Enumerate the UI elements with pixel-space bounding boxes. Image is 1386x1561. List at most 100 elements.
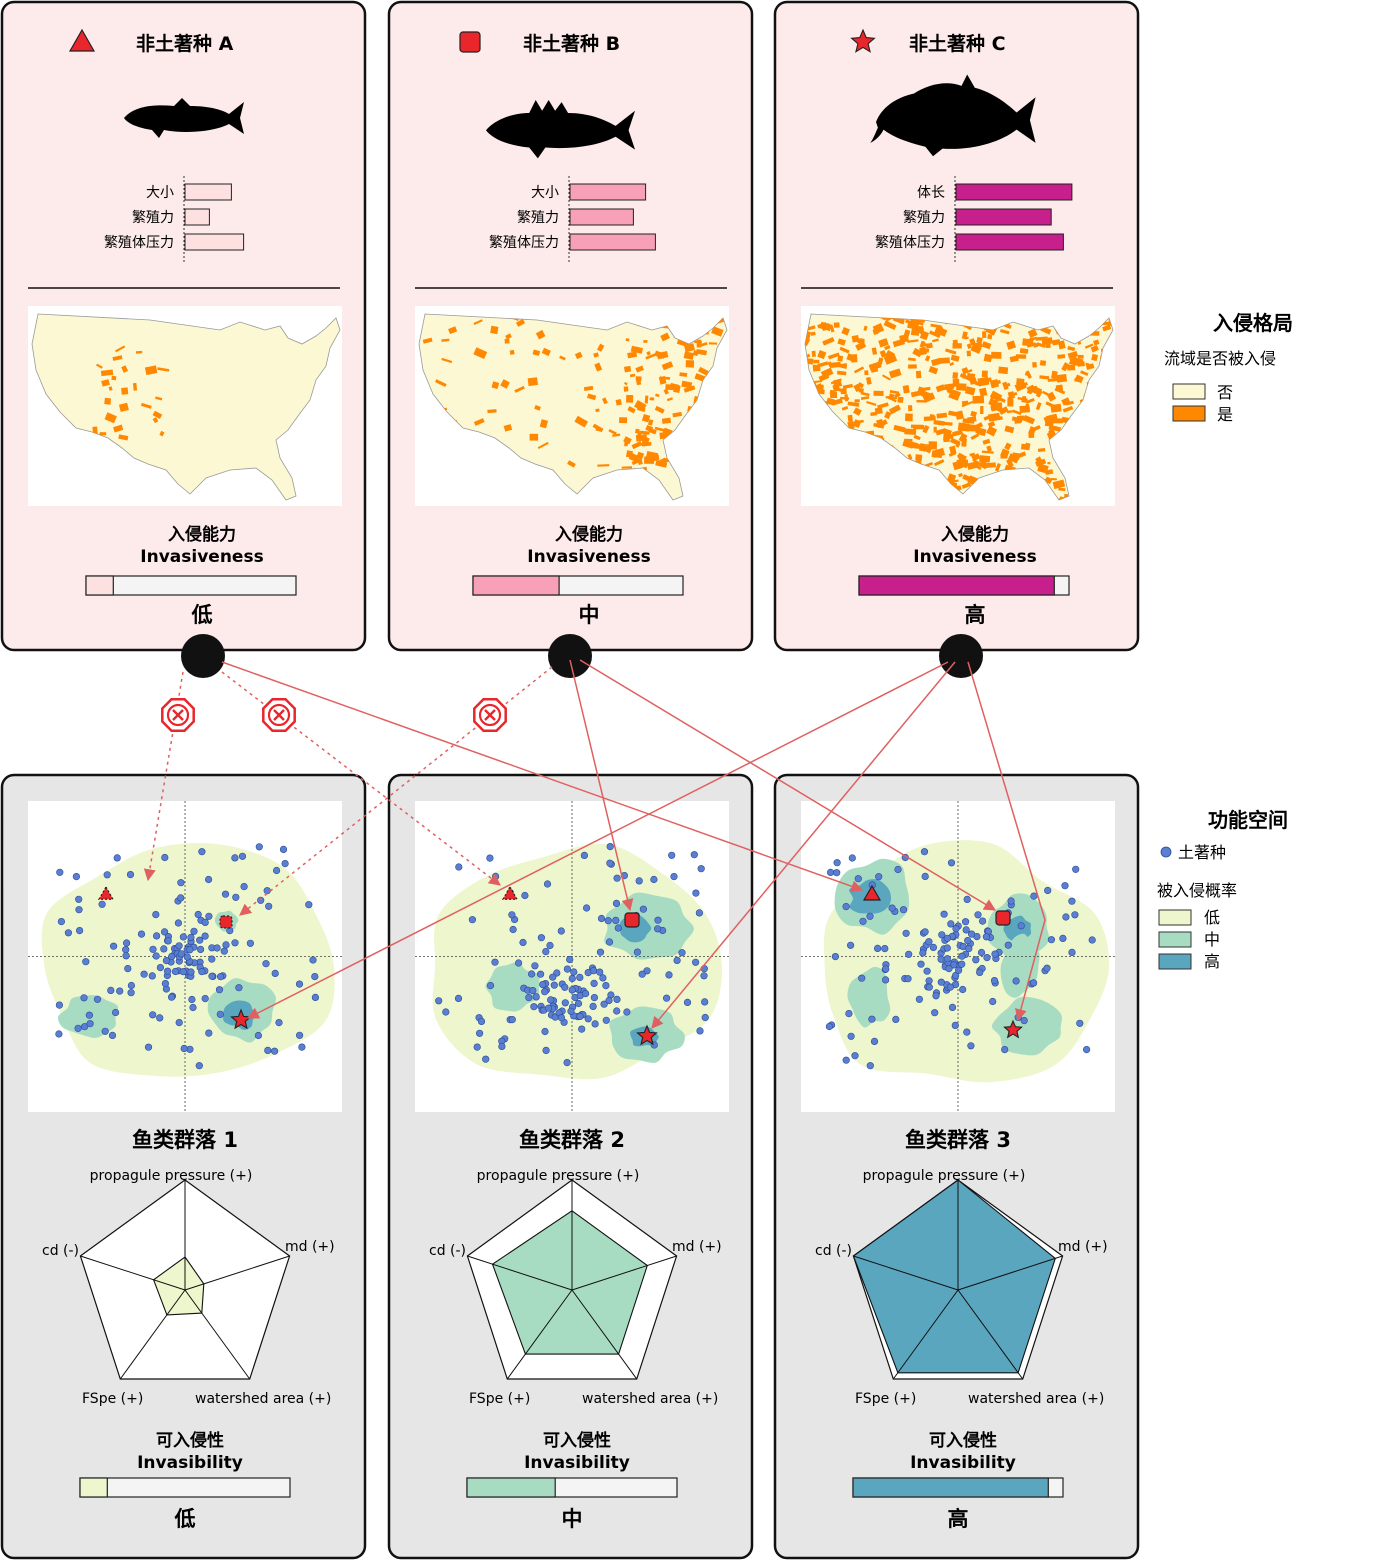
native-species-dot [201,994,209,1003]
native-species-dot [604,917,612,925]
native-species-dot [183,953,191,961]
radar-axis-label: FSpe (+) [855,1391,916,1407]
native-species-dot [205,912,213,920]
native-species-dot [606,842,614,851]
legend-high-label: 高 [1204,952,1220,971]
native-species-dot [177,879,185,887]
native-species-dot [954,966,963,974]
native-species-dot [530,1003,538,1011]
trait-label: 体长 [917,185,945,201]
native-species-dot [295,980,304,988]
pike-fish-icon [124,98,244,138]
trait-bar [955,233,1064,251]
native-species-dot [482,1055,490,1063]
native-species-dot [188,995,196,1004]
radar-axis-label: md (+) [285,1239,335,1255]
native-species-dot [919,949,927,957]
native-species-dot [547,996,555,1004]
native-species-dot [177,950,185,958]
native-species-dot [177,894,185,902]
native-species-dot [539,980,547,989]
native-species-dot [205,1029,213,1037]
native-species-dot [527,970,536,978]
native-species-dot [967,1042,975,1050]
native-species-dot [873,944,882,953]
native-species-dot [921,872,929,881]
native-species-dot [238,852,247,860]
native-species-dot [235,984,243,992]
native-species-dot [692,889,700,897]
triangle-icon [501,885,519,900]
native-species-dot [75,906,83,914]
native-species-dot [602,1016,610,1024]
native-species-dot [262,960,270,968]
native-species-dot [563,965,572,973]
native-species-dot [937,978,945,986]
native-species-dot [164,967,172,975]
native-species-dot [668,851,676,859]
native-species-dot [1082,1045,1091,1054]
invasiveness-level: 高 [965,603,986,627]
native-species-dot [923,967,931,975]
native-species-dot [845,1009,853,1018]
native-species-dot [576,973,584,982]
native-species-dot [140,970,148,978]
native-species-dot [550,981,558,989]
native-species-dot [638,970,646,978]
native-species-dot [149,945,157,953]
native-species-dot [963,1028,971,1036]
native-species-dot [978,917,987,925]
native-species-dot [833,869,841,877]
native-species-dot [683,998,692,1007]
legend-native-label: 土著种 [1178,843,1226,862]
native-species-dot [1001,1045,1009,1054]
native-species-dot [943,955,951,963]
triangle-icon [862,884,882,901]
native-species-dot [544,1004,553,1012]
native-species-dot [868,1015,876,1023]
legend-yes-label: 是 [1217,405,1233,424]
native-species-dot [590,993,599,1002]
native-species-dot [168,952,176,961]
invasiveness-bar-fill [858,575,1055,596]
native-species-dot [983,953,991,962]
native-species-dot [265,902,273,910]
native-species-dot [673,956,681,965]
native-species-dot [566,955,574,964]
arrow-C-to-c1 [246,661,949,1019]
native-species-dot [858,974,866,982]
invasibility-label-en: Invasibility [137,1453,243,1473]
native-species-dot [542,947,550,956]
native-species-dot [568,974,576,983]
native-species-dot [179,968,187,976]
radar-area [491,1210,648,1355]
native-species-dot [557,927,565,935]
usa-map-icon [31,313,341,501]
native-species-dot [1043,964,1051,972]
native-species-dot [187,968,195,976]
native-species-dot [64,929,72,937]
legend-no-swatch [1172,383,1206,400]
legend-map-subtitle: 流域是否被入侵 [1164,349,1276,368]
native-species-dot [72,872,80,881]
native-species-dot [113,854,121,862]
native-species-dot [161,979,169,988]
legend-low-swatch [1158,909,1192,926]
arrow-A-to-c3 [221,661,864,893]
native-species-dot [1076,1019,1084,1027]
native-species-dot [943,934,952,942]
native-species-dot [701,1013,709,1022]
native-species-dot [700,972,708,980]
arrow-B-to-c2 [569,659,634,912]
native-species-dot [951,1021,959,1030]
native-species-dot [915,995,924,1003]
native-species-dot [612,899,621,908]
native-species-dot [633,948,642,956]
arrow-B-to-c3 [579,659,997,911]
native-species-dot [532,993,540,1001]
native-species-dot [541,1027,549,1036]
native-species-dot [86,1020,94,1028]
native-species-dot [1068,897,1076,905]
arrow-C-to-c3 [967,661,1046,1022]
